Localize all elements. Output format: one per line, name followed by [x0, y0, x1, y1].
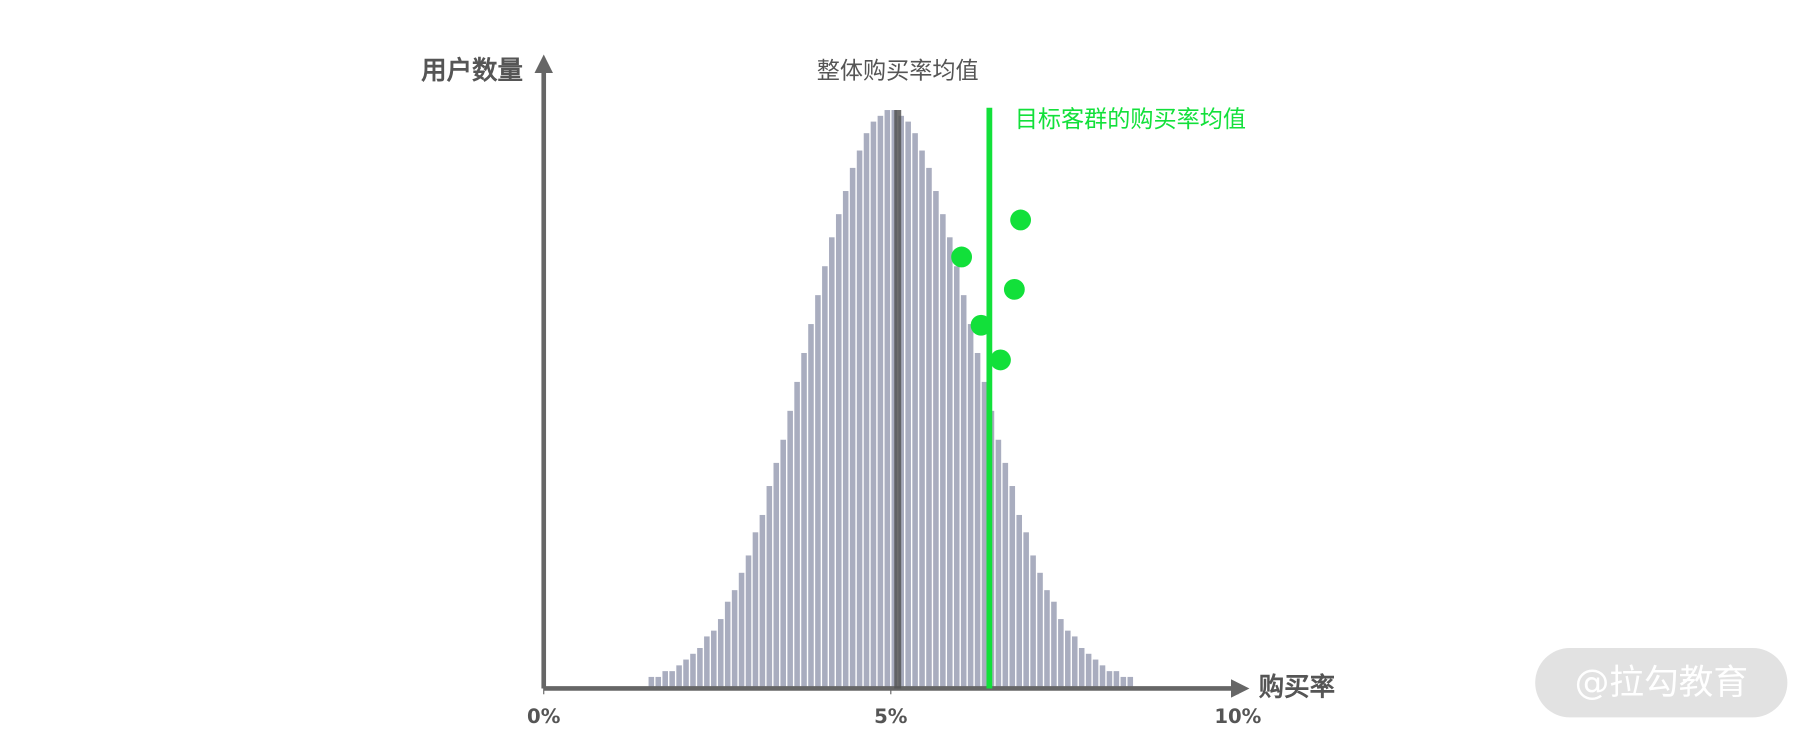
bar: [863, 133, 870, 689]
bar: [1016, 514, 1022, 689]
y-axis-label: 用户数量: [421, 56, 523, 86]
bar: [995, 439, 1002, 689]
bar: [711, 630, 717, 689]
x-axis-label: 购买率: [1259, 672, 1335, 702]
x-tick-label: 10%: [1214, 705, 1261, 728]
bar: [1085, 653, 1092, 689]
bar: [766, 486, 773, 689]
bar: [738, 572, 745, 689]
bar: [752, 532, 759, 689]
bar: [1099, 665, 1106, 689]
bar: [1127, 676, 1134, 689]
bar: [1023, 532, 1029, 689]
bar: [745, 555, 752, 689]
bar: [780, 439, 786, 689]
reference-label: 整体购买率均值: [817, 58, 979, 84]
bar: [1037, 572, 1043, 689]
bar: [891, 110, 898, 689]
bar: [940, 214, 946, 689]
watermark: @拉勾教育: [1575, 663, 1748, 703]
bar: [683, 659, 689, 689]
bar: [926, 167, 932, 689]
bar: [787, 410, 793, 689]
bar: [1030, 555, 1036, 689]
bar: [655, 676, 662, 689]
bar: [933, 191, 939, 689]
x-tick-label: 0%: [527, 705, 561, 728]
bar: [870, 121, 877, 689]
bar: [919, 150, 925, 689]
bar: [1058, 619, 1064, 689]
bar: [717, 619, 724, 689]
bar: [829, 237, 835, 689]
bar: [974, 352, 981, 689]
bar: [1106, 671, 1113, 689]
bar: [1120, 676, 1127, 689]
bar: [1092, 659, 1099, 689]
bar: [794, 381, 800, 689]
bar: [905, 121, 911, 689]
point: [970, 314, 992, 336]
bar: [815, 295, 821, 689]
point: [1003, 278, 1025, 300]
bar: [1009, 486, 1016, 689]
point: [990, 349, 1011, 371]
point: [1010, 209, 1032, 231]
bar: [690, 653, 696, 689]
bar: [1065, 630, 1071, 689]
bar: [835, 214, 842, 689]
plot-area: [648, 110, 1134, 689]
bar: [877, 115, 884, 689]
bar: [967, 324, 974, 689]
bar: [947, 237, 953, 689]
bar: [1078, 647, 1085, 689]
bar: [697, 647, 703, 689]
bar: [724, 601, 731, 689]
bar: [822, 266, 828, 689]
bar: [704, 636, 710, 689]
bar: [648, 676, 655, 689]
bar: [662, 671, 668, 689]
bar: [960, 295, 967, 689]
bar: [669, 671, 675, 689]
bar: [953, 266, 960, 689]
bar: [842, 191, 849, 689]
bar: [1044, 590, 1050, 689]
x-tick-label: 5%: [874, 705, 908, 728]
bar: [856, 150, 863, 689]
bar: [1071, 636, 1078, 689]
reference-label: 目标客群的购买率均值: [1015, 107, 1246, 133]
bar: [981, 381, 988, 689]
bar: [912, 133, 918, 689]
bar: [731, 590, 738, 689]
watermark-badge: [1535, 647, 1788, 718]
bar: [773, 462, 780, 689]
point: [951, 246, 973, 268]
bar: [849, 167, 856, 689]
bar: [676, 665, 682, 689]
bar: [808, 324, 814, 689]
bar: [759, 514, 766, 689]
bar: [1002, 462, 1009, 689]
bar: [1051, 601, 1057, 689]
bar: [1113, 671, 1120, 689]
bar: [801, 352, 807, 689]
bar: [884, 110, 891, 689]
